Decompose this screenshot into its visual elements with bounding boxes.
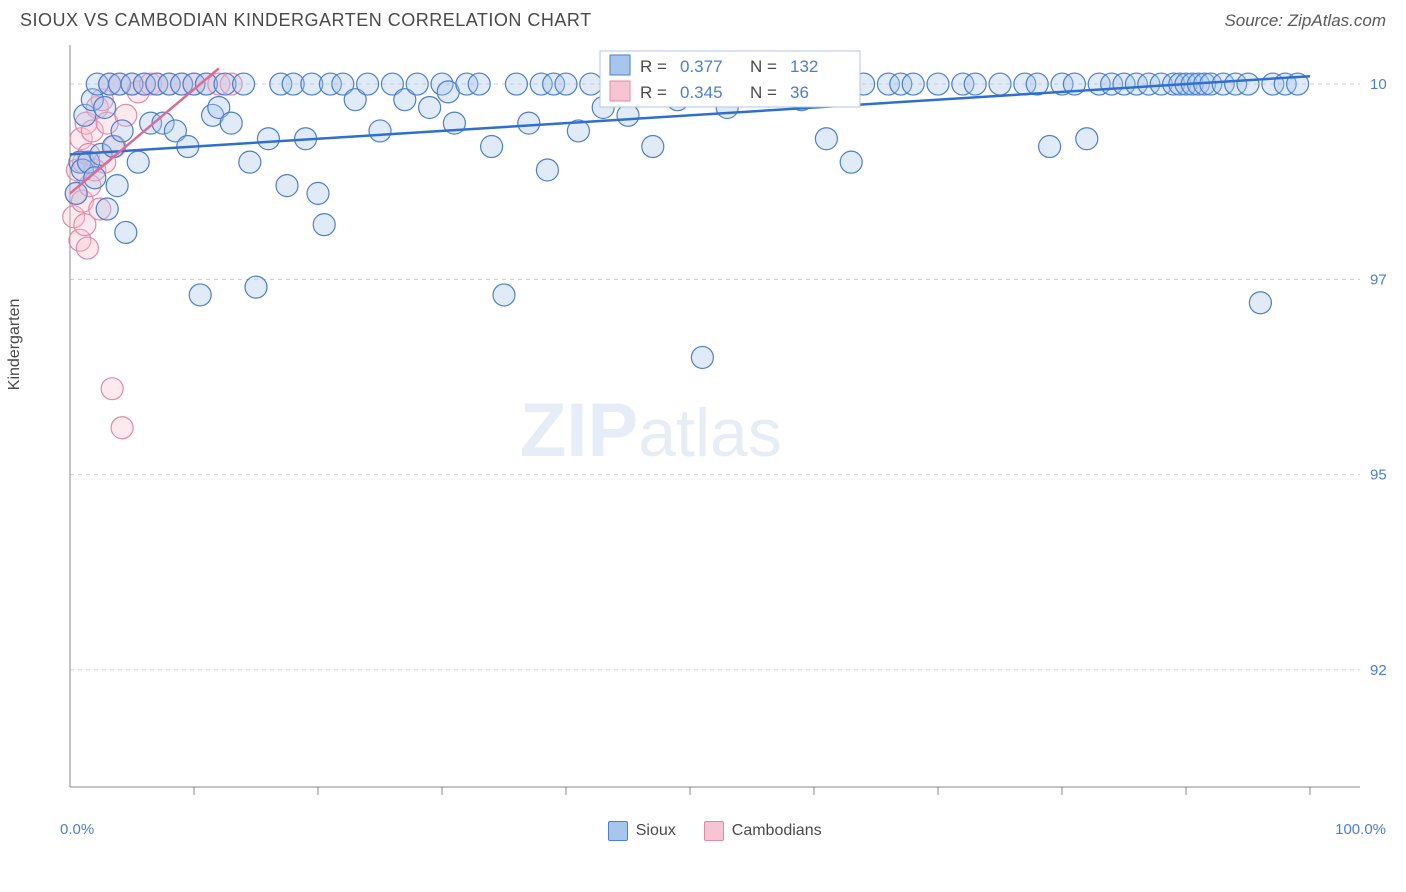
x-axis-min-label: 0.0% xyxy=(60,821,94,841)
legend-swatch xyxy=(704,821,724,841)
chart-title: SIOUX VS CAMBODIAN KINDERGARTEN CORRELAT… xyxy=(20,10,592,31)
legend-label: Sioux xyxy=(636,822,676,840)
legend-item: Cambodians xyxy=(704,821,822,841)
svg-text:0.345: 0.345 xyxy=(680,83,723,102)
x-axis-max-label: 100.0% xyxy=(1335,821,1386,841)
svg-text:N =: N = xyxy=(750,83,777,102)
legend-swatch xyxy=(608,821,628,841)
svg-text:132: 132 xyxy=(790,57,818,76)
svg-text:R =: R = xyxy=(640,57,667,76)
legend-item: Sioux xyxy=(608,821,676,841)
scatter-chart: 100.0% 97.5% 95.0% 92.5% ZIPatlas R = 0.377 N =… xyxy=(60,37,1386,817)
source-label: Source: ZipAtlas.com xyxy=(1224,11,1386,31)
svg-text:ZIPatlas: ZIPatlas xyxy=(520,388,782,473)
svg-text:97.5%: 97.5% xyxy=(1370,271,1386,288)
y-axis-label: Kindergarten xyxy=(6,299,24,391)
series-legend: Sioux Cambodians xyxy=(608,821,822,841)
svg-text:100.0%: 100.0% xyxy=(1370,76,1386,93)
svg-text:95.0%: 95.0% xyxy=(1370,467,1386,484)
svg-text:R =: R = xyxy=(640,83,667,102)
svg-text:36: 36 xyxy=(790,83,809,102)
chart-area: Kindergarten 100.0%97.5%95.0%92.5%ZIPatl… xyxy=(60,37,1386,817)
svg-text:92.5%: 92.5% xyxy=(1370,662,1386,679)
svg-text:N =: N = xyxy=(750,57,777,76)
svg-text:0.377: 0.377 xyxy=(680,57,723,76)
legend-label: Cambodians xyxy=(732,822,822,840)
